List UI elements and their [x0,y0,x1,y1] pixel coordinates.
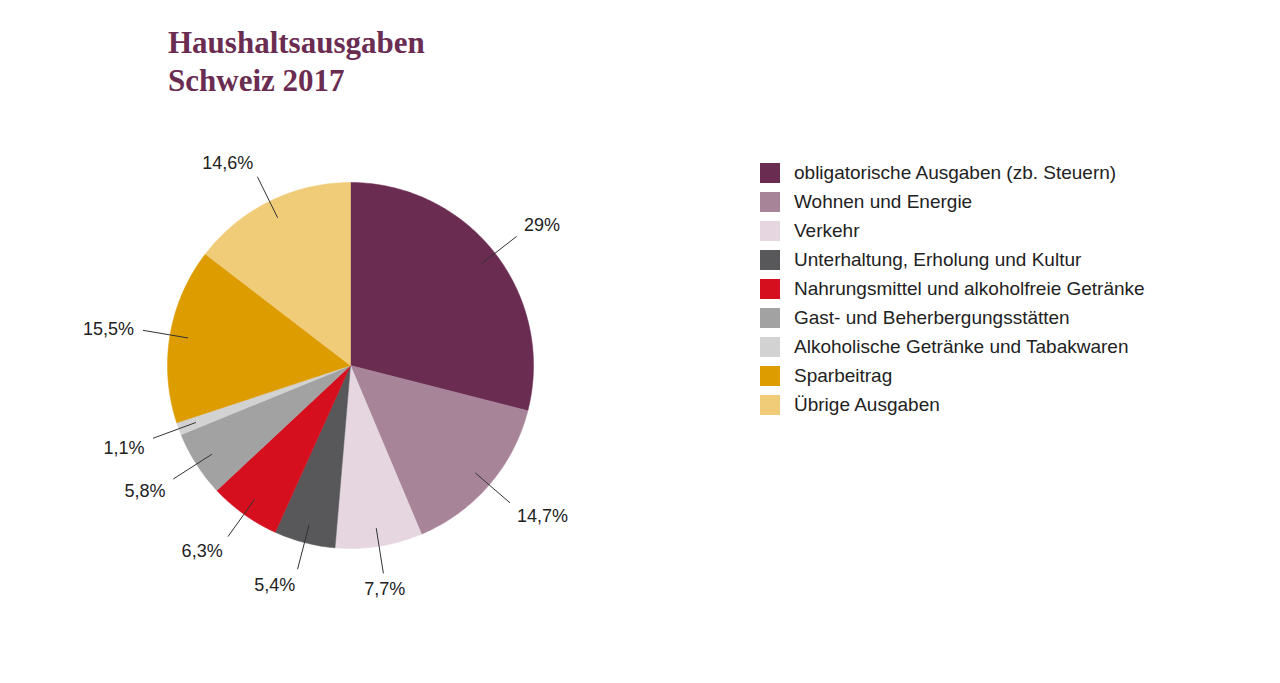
svg-text:15,5%: 15,5% [83,319,134,339]
svg-text:5,4%: 5,4% [254,575,295,595]
html-text:obligatorische Ausgaben (zb. S: obligatorische Ausgaben (zb. Steuern) [794,161,1117,183]
svg-text:29%: 29% [524,215,560,235]
html-text:Sparbeitrag: Sparbeitrag [794,364,893,386]
svg-text:5,8%: 5,8% [125,481,166,501]
html-text:Alkoholische Getränke und Taba: Alkoholische Getränke und Tabakwaren [794,335,1129,357]
svg-text:1,1%: 1,1% [103,438,144,458]
svg-text:14,7%: 14,7% [517,506,568,526]
html-text:Übrige Ausgaben: Übrige Ausgaben [794,393,940,415]
svg-text:7,7%: 7,7% [364,579,405,599]
html-text:Unterhaltung, Erholung und Kul: Unterhaltung, Erholung und Kultur [794,248,1082,270]
svg-text:14,6%: 14,6% [202,153,253,173]
html-text:Verkehr: Verkehr [794,219,860,241]
html-text:Haushaltsausgaben Schweiz 2017: Haushaltsausgaben Schweiz 2017 [168,25,425,98]
html-text:Gast- und Beherbergungsstätten: Gast- und Beherbergungsstätten [794,306,1070,328]
html-text:Nahrungsmittel und alkoholfrei: Nahrungsmittel und alkoholfreie Getränke [794,277,1145,299]
svg-text:6,3%: 6,3% [182,541,223,561]
html-text:Wohnen und Energie: Wohnen und Energie [794,190,973,212]
